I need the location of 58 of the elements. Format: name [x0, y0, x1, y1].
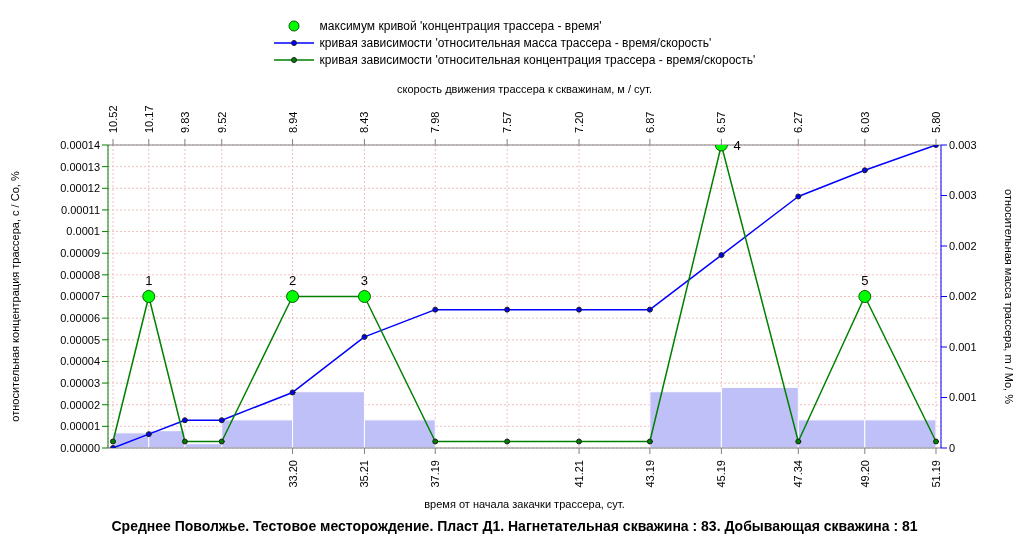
- annotation: 1: [145, 272, 153, 288]
- y2-tick-label: 0.003: [949, 189, 977, 202]
- annotation: 10.52: [107, 105, 120, 133]
- x-tick-label: 37.19: [429, 460, 442, 488]
- y-tick-label: 0.00000: [60, 441, 100, 454]
- x-tick-label: 49.20: [858, 460, 871, 488]
- y-tick-label: 0.00008: [60, 268, 100, 281]
- y-tick-label: 0.00006: [60, 312, 100, 325]
- annotation: 3: [360, 272, 369, 288]
- x-tick-label: 51.19: [929, 460, 942, 488]
- annotation: 2: [288, 272, 297, 288]
- y-tick-label: 0.00004: [60, 355, 100, 368]
- annotation: 6.87: [643, 111, 656, 133]
- y-tick-label: 0.00005: [60, 333, 100, 346]
- text: Среднее Поволжье. Тестовое месторождение. Пласт Д1. Нагнетательная скважина : 83. Добывающая скважина : 81: [110, 518, 919, 534]
- annotation: 5.80: [929, 111, 942, 133]
- x-tick-label: 35.21: [358, 460, 371, 488]
- y-axis-title: относительная концентрация трассера, c / Co, %: [8, 171, 21, 422]
- y-tick-label: 0.0001: [66, 225, 100, 238]
- annotation: 8.94: [286, 111, 299, 133]
- annotation: 8.43: [358, 111, 371, 133]
- legend-label: максимум кривой 'концентрация трассера - время': [319, 17, 602, 35]
- annotation: 6.57: [715, 111, 728, 133]
- y2-tick-label: 0.002: [949, 290, 977, 303]
- x-tick-label: 43.19: [643, 460, 656, 488]
- legend-label: кривая зависимости 'относительная масса трассера - время/скорость': [319, 34, 712, 52]
- annotation: 7.20: [573, 111, 586, 133]
- annotation: 9.52: [215, 111, 228, 133]
- annotation: 7.57: [501, 111, 514, 133]
- annotation: 6.03: [858, 111, 871, 133]
- x-tick-label: 45.19: [715, 460, 728, 488]
- y2-tick-label: 0.003: [949, 138, 977, 151]
- annotation: 10.17: [142, 105, 155, 133]
- y-tick-label: 0.00007: [60, 290, 100, 303]
- annotation: 7.98: [429, 111, 442, 133]
- annotation: 6.27: [792, 111, 805, 133]
- x-axis-title: время от начала закачки трассера, сут.: [424, 498, 625, 510]
- y2-tick-label: 0.001: [949, 391, 977, 404]
- annotation: 9.83: [178, 111, 191, 133]
- y-tick-label: 0.00002: [60, 398, 100, 411]
- x-tick-label: 47.34: [792, 460, 805, 488]
- y-tick-label: 0.00013: [60, 160, 100, 173]
- annotation: 5: [861, 272, 869, 288]
- y-tick-label: 0.00011: [61, 203, 100, 216]
- y2-axis-title: относительная масса трассера, m / Mo, %: [1003, 189, 1016, 405]
- y2-tick-label: 0.001: [949, 340, 977, 353]
- x-tick-label: 33.20: [286, 460, 299, 488]
- x2-axis-title: скорость движения трассера к скважинам, м / сут.: [397, 82, 652, 95]
- y-tick-label: 0.00009: [60, 247, 100, 260]
- y-tick-label: 0.00001: [60, 420, 100, 433]
- y2-tick-label: 0.002: [949, 239, 977, 252]
- y-tick-label: 0.00003: [60, 376, 100, 389]
- annotation: 4: [733, 137, 741, 153]
- y-tick-label: 0.00014: [60, 138, 100, 151]
- y2-tick-label: 0: [949, 441, 956, 454]
- x-tick-label: 41.21: [573, 460, 586, 488]
- legend-label: кривая зависимости 'относительная концентрация трассера - время/скорость': [319, 51, 756, 69]
- y-tick-label: 0.00012: [60, 182, 100, 195]
